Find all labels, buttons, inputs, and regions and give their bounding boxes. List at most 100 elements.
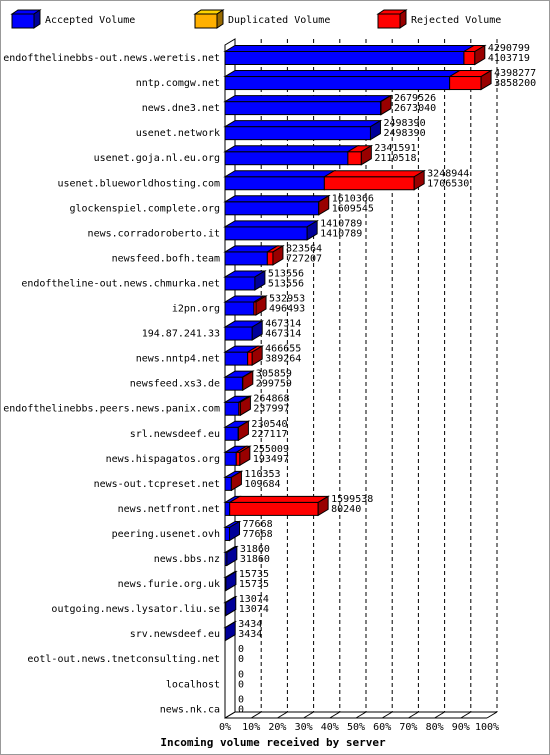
total-label: 2498390: [383, 118, 425, 129]
bar: [224, 426, 239, 441]
bar-side: [230, 470, 242, 492]
x-tick: [250, 711, 262, 719]
bar: [229, 501, 319, 516]
bar: [224, 226, 308, 241]
total-label: 110353: [244, 469, 280, 480]
total-label: 2341591: [374, 143, 416, 154]
category-label: endoftheline-out.news.chmurka.net: [21, 278, 220, 289]
bar-side: [239, 445, 251, 467]
accepted-label: 2110518: [374, 153, 416, 164]
bar-side: [254, 270, 266, 291]
total-label: 31860: [240, 544, 270, 555]
total-label: 264868: [253, 394, 289, 405]
bar: [224, 351, 249, 366]
total-label: 0: [238, 644, 244, 655]
accepted-label: 227117: [251, 429, 287, 440]
total-label: 0: [238, 694, 244, 705]
accepted-label: 0: [238, 679, 244, 690]
accepted-label: 77668: [243, 529, 273, 540]
total-label: 3434: [238, 619, 262, 630]
bar-top: [223, 220, 319, 228]
category-label: news.netfront.net: [118, 504, 220, 515]
accepted-label: 0: [238, 654, 244, 665]
bar-side: [224, 620, 236, 642]
bar: [224, 376, 243, 391]
total-label: 823564: [286, 243, 322, 254]
category-label: usenet.blueworldhosting.com: [57, 178, 220, 189]
legend-swatch-side: [399, 9, 407, 29]
category-label: endofthelinebbs.peers.news.panix.com: [3, 404, 220, 415]
total-label: 4290799: [488, 43, 530, 54]
category-label: outgoing.news.lysator.liu.se: [51, 604, 220, 615]
legend-swatch-side: [33, 9, 41, 29]
total-label: 305859: [256, 369, 292, 380]
accepted-label: 15735: [239, 579, 269, 590]
bar: [224, 326, 253, 341]
total-label: 1599538: [331, 494, 373, 505]
x-tick: [277, 711, 288, 719]
category-label: news.dne3.net: [142, 103, 220, 114]
x-tick: [486, 711, 498, 719]
bar-top: [223, 120, 383, 128]
bar: [224, 501, 231, 516]
bar-side: [272, 245, 284, 266]
total-label: 230540: [251, 419, 287, 430]
category-label: usenet.goja.nl.eu.org: [94, 153, 220, 164]
total-label: 4398277: [494, 68, 536, 79]
bar-top: [223, 45, 476, 52]
accepted-label: 193497: [253, 454, 289, 465]
x-tick: [355, 711, 367, 719]
bar-top: [223, 70, 462, 78]
x-tick-label: 50%: [347, 722, 365, 733]
total-label: 15735: [239, 569, 269, 580]
legend-swatch: [377, 13, 401, 29]
accepted-label: 0: [238, 704, 244, 715]
x-tick: [381, 711, 393, 719]
bar-side: [229, 520, 241, 542]
bar-side: [225, 595, 237, 617]
x-tick: [224, 711, 236, 719]
legend-label: Rejected Volume: [411, 15, 501, 26]
bar: [224, 476, 232, 491]
bar: [247, 351, 253, 366]
x-tick-label: 0%: [219, 722, 231, 733]
category-label: news.hispagatos.org: [106, 454, 220, 465]
x-tick-label: 100%: [475, 722, 499, 733]
bar-side: [255, 295, 267, 316]
total-label: 3248944: [427, 168, 469, 179]
total-label: 466655: [265, 344, 301, 355]
bar-side: [225, 570, 237, 592]
bar: [224, 526, 231, 541]
bar-top: [223, 95, 393, 103]
accepted-label: 3434: [238, 629, 262, 640]
accepted-label: 467314: [265, 329, 301, 340]
bar: [224, 151, 349, 166]
bar-side: [226, 545, 238, 567]
bar-side: [251, 320, 263, 341]
category-label: newsfeed.xs3.de: [130, 379, 220, 390]
category-label: srv.newsdeef.eu: [130, 629, 220, 640]
x-tick-label: 30%: [295, 722, 313, 733]
bar: [224, 401, 240, 416]
bar-side: [242, 370, 254, 392]
total-label: 2679526: [394, 93, 436, 104]
accepted-label: 1706530: [427, 178, 469, 189]
category-label: eotl-out.news.tnetconsulting.net: [27, 654, 220, 665]
x-tick: [434, 711, 445, 719]
category-label: localhost: [166, 679, 220, 690]
total-label: 255009: [253, 444, 289, 455]
bar: [224, 201, 320, 216]
bar: [224, 51, 465, 65]
bar-side: [318, 194, 330, 216]
category-label: news.furie.org.uk: [118, 579, 220, 590]
accepted-label: 13074: [239, 604, 269, 615]
bar: [463, 51, 476, 65]
x-tick: [329, 711, 341, 719]
total-label: 467314: [265, 319, 301, 330]
accepted-label: 3858200: [494, 78, 536, 89]
category-label: endofthelinebbs-out.news.weretis.net: [3, 53, 220, 64]
bar-top: [322, 170, 426, 178]
x-tick-label: 10%: [242, 722, 260, 733]
total-label: 1610366: [332, 193, 374, 204]
accepted-label: 727207: [286, 253, 322, 264]
